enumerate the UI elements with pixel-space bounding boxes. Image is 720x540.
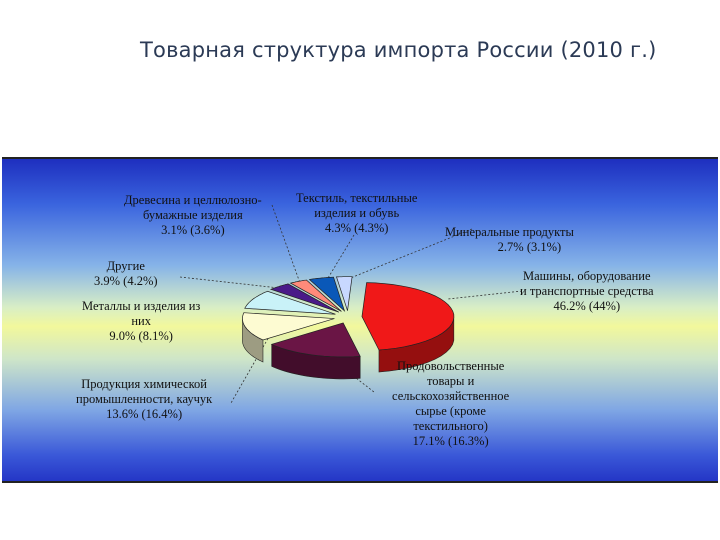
label-metals: Металлы и изделия из них 9.0% (8.1%): [82, 299, 201, 343]
pie-slices: [242, 276, 455, 380]
label-textile: Текстиль, текстильные изделия и обувь 4.…: [296, 191, 418, 235]
leader-chemical: [230, 334, 271, 404]
slice-5: [289, 279, 342, 312]
leader-textile: [324, 234, 355, 284]
label-food: Продовольственные товары и сельскохозяйс…: [392, 359, 510, 448]
slice-3: [244, 290, 336, 315]
chart-panel: Древесина и целлюлозно- бумажные изделия…: [2, 157, 718, 483]
slice-1: [270, 322, 361, 358]
slide-title: Товарная структура импорта России (2010 …: [140, 38, 657, 62]
slice-7: [336, 276, 353, 311]
label-mineral: Минеральные продукты 2.7% (3.1%): [445, 225, 574, 254]
label-machines: Машины, оборудование и транспортные сред…: [520, 269, 654, 313]
slice-6: [308, 276, 346, 313]
leader-wood: [271, 204, 301, 284]
slice-4: [269, 283, 340, 313]
leader-machines: [447, 290, 523, 300]
slice-0: [361, 282, 455, 351]
label-chemical: Продукция химической промышленности, кау…: [76, 377, 213, 421]
pie-chart: [179, 204, 523, 404]
label-other: Другие 3.9% (4.2%): [94, 259, 158, 288]
slice-2: [242, 312, 335, 341]
leader-other: [179, 276, 289, 290]
label-wood: Древесина и целлюлозно- бумажные изделия…: [124, 193, 262, 237]
